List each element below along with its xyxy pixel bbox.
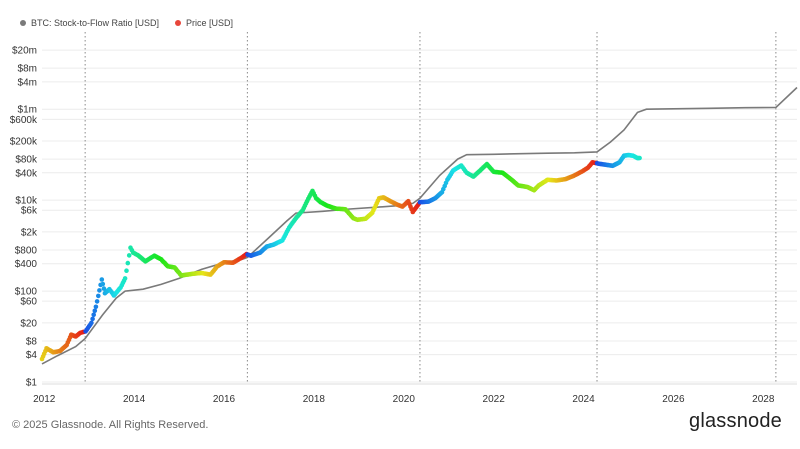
copyright-footer: © 2025 Glassnode. All Rights Reserved. [12,419,209,431]
price-point [89,320,94,326]
price-point [637,155,642,161]
y-tick-label: $400 [15,259,38,270]
y-tick-label: $8m [18,64,37,75]
x-tick-label: 2026 [662,394,685,405]
price-point [94,299,100,304]
price-point [92,308,98,314]
y-tick-label: $800 [15,246,38,257]
price-point [91,312,96,318]
y-tick-label: $20 [20,318,37,329]
price-point [96,293,101,299]
price-point [124,268,129,274]
halving-lines [84,32,777,384]
legend-label: BTC: Stock-to-Flow Ratio [USD] [31,18,160,28]
y-tick-label: $40k [15,168,38,179]
price-point [126,253,132,258]
legend: BTC: Stock-to-Flow Ratio [USD] Price [US… [20,18,233,28]
legend-item-price[interactable]: Price [USD] [175,18,233,28]
y-tick-label: $1 [26,378,38,389]
price-point [122,276,128,281]
x-tick-label: 2028 [752,394,775,405]
price-series [39,152,642,362]
x-tick-label: 2014 [123,394,146,405]
legend-label: Price [USD] [186,18,234,28]
y-tick-label: $60 [20,297,37,308]
price-point [90,316,95,322]
x-tick-label: 2018 [303,394,326,405]
y-tick-label: $100 [15,287,38,298]
x-tick-label: 2016 [213,394,236,405]
y-tick-label: $8 [26,336,38,347]
price-point [101,286,107,291]
x-tick-label: 2022 [483,394,506,405]
y-tick-label: $4 [26,350,38,361]
price-point [97,288,102,293]
x-tick-label: 2024 [572,394,595,405]
glassnode-logo: glassnode [689,410,782,432]
legend-item-stock-to-flow[interactable]: BTC: Stock-to-Flow Ratio [USD] [20,18,159,28]
x-axis-ticks: 2012 2014 2016 2018 2020 2022 2024 2026 2028 [33,383,797,405]
y-tick-label: $6k [21,206,38,217]
y-tick-label: $80k [15,155,38,166]
y-tick-label: $20m [12,46,37,57]
y-tick-label: $600k [10,115,38,126]
stock-to-flow-series [41,86,798,365]
stock-to-flow-line [41,86,798,365]
price-point [93,304,99,310]
x-tick-label: 2012 [33,394,56,405]
legend-dot-icon [20,20,26,26]
legend-dot-icon [175,20,182,26]
y-axis-ticks: $1 $4 $8 $20 $60$100 $400 $800 $2k $6k$10k $40k $8… [10,46,38,389]
x-tick-label: 2020 [393,394,416,405]
y-tick-label: $4m [18,77,37,88]
price-point [125,260,131,266]
y-tick-label: $1m [18,105,37,116]
y-tick-label: $2k [21,227,38,238]
y-tick-label: $200k [10,137,38,148]
y-tick-label: $10k [15,196,38,207]
price-point [100,281,106,287]
price-point [99,277,105,282]
